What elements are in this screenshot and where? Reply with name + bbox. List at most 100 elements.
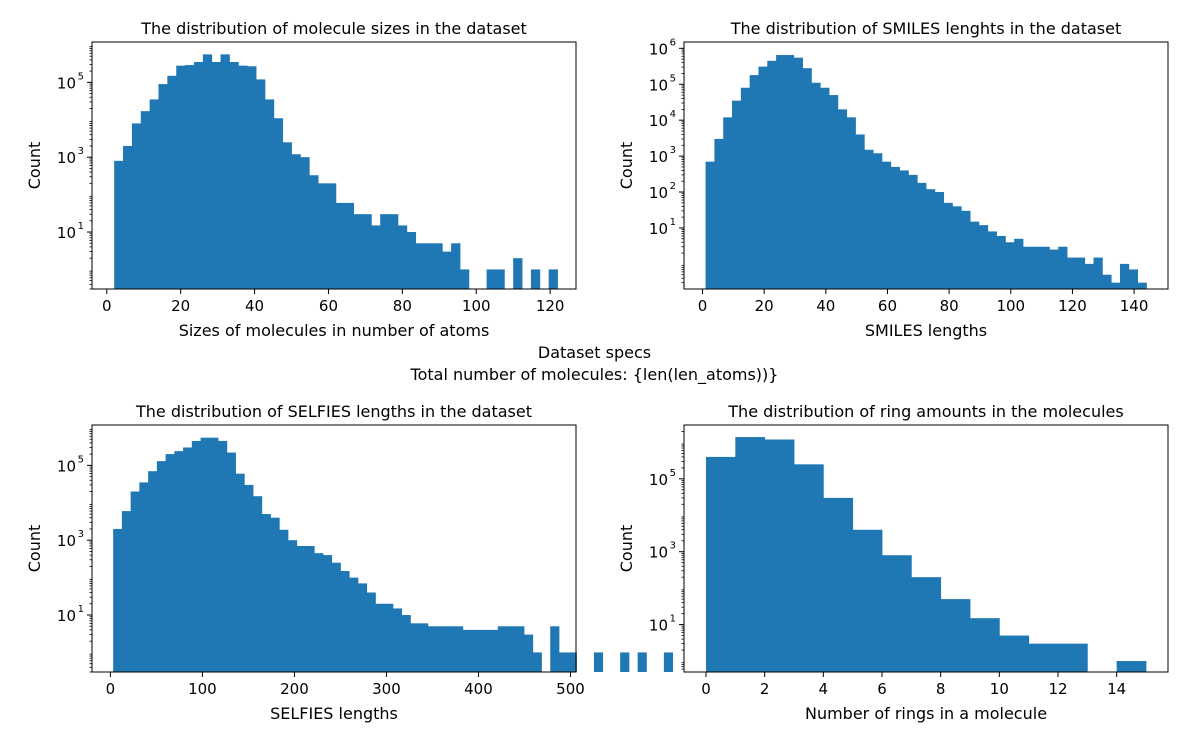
x-tick-label: 0 [106,680,116,698]
y-axis-label: Count [25,525,44,573]
histogram-bar [558,652,569,672]
histogram-bar [185,65,195,289]
x-tick-label: 120 [536,297,565,315]
histogram-bar [735,437,766,672]
histogram-bar [1058,643,1088,672]
histogram-bar [349,577,359,672]
histogram-bar [335,202,346,289]
histogram-bar [802,68,812,289]
histogram-bar [758,66,768,289]
y-tick-label-exponent: 3 [78,529,84,540]
histogram-bar [331,562,341,672]
histogram-bar [220,54,230,289]
histogram-bar [191,440,201,672]
y-tick-label-base: 10 [649,617,668,635]
histogram-bar [300,157,310,289]
histogram-bar [1040,246,1050,289]
histogram-bar [506,626,516,672]
histogram-bar [445,626,455,672]
x-tick-label: 14 [1107,680,1126,698]
histogram-bar [454,626,464,672]
histogram-bar [424,243,434,289]
histogram-bar [291,154,301,289]
histogram-bar [999,635,1030,672]
y-tick-label-exponent: 2 [670,181,676,192]
y-tick-label-base: 10 [649,112,668,130]
histogram-bar [961,210,971,289]
histogram-bar [264,99,275,290]
histogram-bar [515,626,525,672]
y-tick-label-exponent: 1 [670,614,676,625]
histogram-bar [749,75,759,289]
histogram-bar [442,251,452,289]
histogram-bar [793,57,803,290]
histogram-bar [1119,263,1130,289]
y-tick-label-base: 10 [649,76,668,94]
y-tick-label-base: 10 [649,220,668,238]
y-tick-label-exponent: 3 [670,541,676,552]
histogram-bar [714,138,724,289]
histogram-bar [244,484,254,672]
histogram-bar [784,55,795,289]
histogram-bar [593,652,604,672]
histogram-bar [176,65,186,290]
histogram-bar [1005,242,1015,289]
histogram-bar [419,623,429,672]
x-tick-label: 12 [1048,680,1067,698]
histogram-bar [165,454,175,672]
histogram-bar [156,461,167,672]
histogram-bar [462,629,472,672]
histogram-bar [471,629,481,672]
histogram-bar [362,214,372,289]
x-tick-label: 40 [245,297,264,315]
histogram-bar [389,214,399,289]
histogram-bar [256,79,266,289]
histogram-bar [158,84,168,289]
x-axis-label: SMILES lengths [865,321,987,340]
histogram-bar [282,142,292,289]
histogram-bar [567,652,577,672]
histogram-bar [318,183,328,289]
x-tick-label: 6 [877,680,887,698]
y-tick-label-exponent: 1 [670,217,676,228]
x-tick-label: 8 [936,680,946,698]
histogram-bar [486,269,496,289]
histogram-bar [952,206,962,289]
histogram-bar [497,626,507,672]
histogram-bar [326,183,337,289]
histogram-bar [451,243,461,289]
x-tick-label: 500 [556,680,585,698]
histogram-bar [495,269,505,289]
histogram-bar [794,464,824,672]
histogram-bar [427,626,437,672]
histogram-bar [202,54,213,289]
histogram-bar [200,437,210,672]
y-tick-label-exponent: 5 [670,73,676,84]
histogram-bar [1049,249,1059,289]
histogram-bar [279,529,289,672]
y-tick-label-base: 10 [649,184,668,202]
x-tick-label: 140 [1120,297,1149,315]
y-tick-label-base: 10 [57,532,76,550]
histogram-bar [706,456,736,672]
histogram-bar [113,528,123,672]
histogram-bar [1084,263,1094,289]
x-tick-label: 20 [755,297,774,315]
histogram-bar [1067,257,1077,289]
histogram-bar [167,75,177,289]
y-tick-label-exponent: 3 [670,145,676,156]
histogram-bar [287,540,298,672]
histogram-bar [270,517,280,672]
histogram-bar [340,571,350,672]
histogram-bar [663,652,674,672]
histogram-bar [524,634,534,672]
y-tick-label-exponent: 3 [78,146,84,157]
histogram-bar [917,182,927,289]
histogram-bar [987,231,997,289]
x-tick-label: 4 [819,680,829,698]
histogram-bar [740,87,751,290]
y-axis-label: Count [25,142,44,190]
x-tick-label: 100 [462,297,491,315]
histogram-bar [226,452,236,672]
x-tick-label: 2 [760,680,770,698]
